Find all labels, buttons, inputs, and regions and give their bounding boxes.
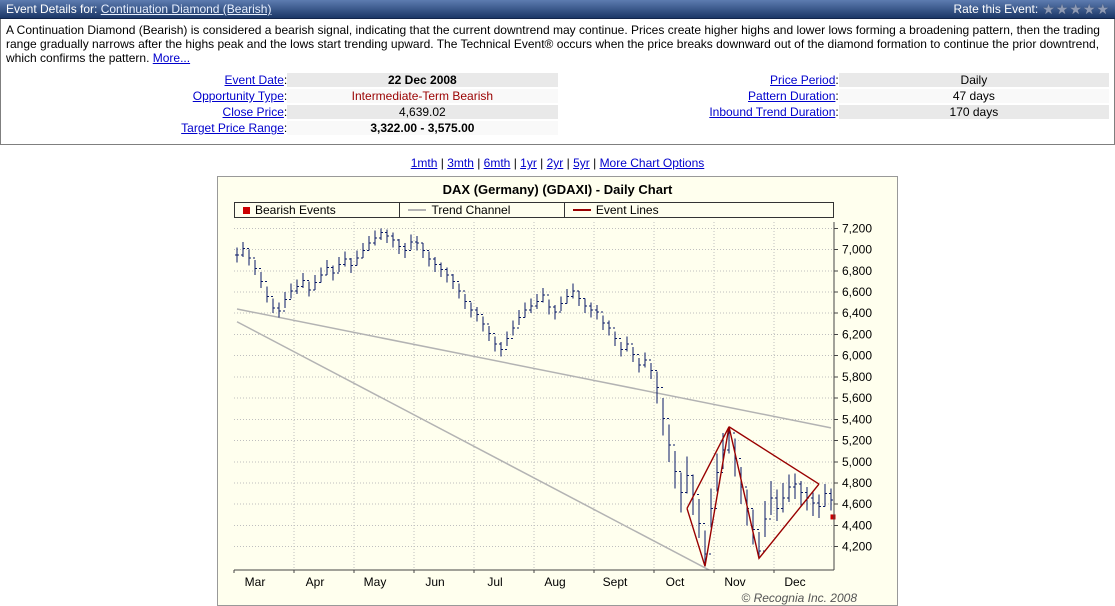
legend-bearish-events: Bearish Events	[235, 203, 399, 217]
svg-text:Sept: Sept	[603, 575, 628, 589]
svg-text:6,000: 6,000	[842, 349, 872, 363]
svg-text:Mar: Mar	[245, 575, 266, 589]
price-period-link[interactable]: Price Period	[770, 73, 836, 87]
svg-text:5,800: 5,800	[842, 370, 872, 384]
chart-range-6mth[interactable]: 6mth	[483, 156, 511, 170]
detail-row-event-date: Event Date 22 Dec 2008	[6, 72, 558, 88]
target-price-range-value: 3,322.00 - 3,575.00	[287, 121, 558, 135]
more-chart-options-link[interactable]: More Chart Options	[599, 156, 705, 170]
svg-text:5,000: 5,000	[842, 455, 872, 469]
trend-channel-line-icon	[408, 209, 427, 211]
chart-legend: Bearish Events Trend Channel Event Lines	[234, 202, 834, 218]
legend-trend-channel-label: Trend Channel	[431, 203, 511, 217]
legend-event-lines: Event Lines	[563, 203, 833, 217]
details-left-column: Event Date 22 Dec 2008 Opportunity Type …	[6, 72, 558, 136]
header-right: Rate this Event: ★ ★ ★ ★ ★	[953, 2, 1109, 16]
bearish-event-marker-icon	[243, 206, 250, 214]
event-description: A Continuation Diamond (Bearish) is cons…	[6, 23, 1109, 65]
svg-text:4,200: 4,200	[842, 540, 872, 554]
close-price-value: 4,639.02	[287, 105, 558, 119]
details-right-column: Price Period Daily Pattern Duration 47 d…	[558, 72, 1109, 136]
close-price-link[interactable]: Close Price	[222, 105, 284, 119]
svg-text:6,200: 6,200	[842, 327, 872, 341]
event-description-text: A Continuation Diamond (Bearish) is cons…	[6, 23, 1100, 65]
header-bar: Event Details for: Continuation Diamond …	[0, 0, 1115, 19]
svg-text:Apr: Apr	[306, 575, 325, 589]
pattern-duration-value: 47 days	[838, 89, 1109, 103]
price-period-value: Daily	[838, 73, 1109, 87]
rate-event-label: Rate this Event:	[953, 2, 1039, 16]
price-chart-panel: DAX (Germany) (GDAXI) - Daily Chart Bear…	[217, 176, 898, 606]
detail-row-pattern-duration: Pattern Duration 47 days	[558, 88, 1109, 104]
chart-range-links: 1mth 3mth 6mth 1yr 2yr 5yr More Chart Op…	[0, 156, 1115, 170]
svg-text:Dec: Dec	[784, 575, 805, 589]
inbound-trend-duration-value: 170 days	[838, 105, 1109, 119]
pattern-duration-link[interactable]: Pattern Duration	[748, 89, 836, 103]
svg-text:4,400: 4,400	[842, 518, 872, 532]
event-date-link[interactable]: Event Date	[224, 73, 284, 87]
star-icon[interactable]: ★	[1069, 1, 1082, 17]
more-link[interactable]: More...	[152, 51, 191, 65]
svg-text:Oct: Oct	[666, 575, 685, 589]
svg-text:Jun: Jun	[425, 575, 444, 589]
svg-text:7,000: 7,000	[842, 243, 872, 257]
svg-text:4,600: 4,600	[842, 497, 872, 511]
event-line-icon	[572, 209, 591, 211]
svg-text:5,200: 5,200	[842, 434, 872, 448]
chart-range-2yr[interactable]: 2yr	[546, 156, 564, 170]
detail-row-close-price: Close Price 4,639.02	[6, 104, 558, 120]
event-name-link[interactable]: Continuation Diamond (Bearish)	[100, 2, 272, 16]
legend-trend-channel: Trend Channel	[399, 203, 563, 217]
svg-text:5,600: 5,600	[842, 391, 872, 405]
chart-title: DAX (Germany) (GDAXI) - Daily Chart	[442, 182, 673, 197]
svg-text:6,800: 6,800	[842, 264, 872, 278]
chart-range-3mth[interactable]: 3mth	[447, 156, 474, 170]
svg-text:Aug: Aug	[544, 575, 565, 589]
event-details-label: Event Details for:	[6, 2, 98, 16]
detail-row-price-period: Price Period Daily	[558, 72, 1109, 88]
target-price-range-link[interactable]: Target Price Range	[181, 121, 284, 135]
event-info-box: A Continuation Diamond (Bearish) is cons…	[0, 19, 1115, 145]
detail-row-target-price-range: Target Price Range 3,322.00 - 3,575.00	[6, 120, 558, 136]
star-icon[interactable]: ★	[1055, 1, 1069, 17]
star-icon[interactable]: ★	[1042, 1, 1055, 17]
svg-text:4,800: 4,800	[842, 476, 872, 490]
star-icon[interactable]: ★	[1096, 1, 1109, 17]
svg-text:7,200: 7,200	[842, 221, 872, 235]
inbound-trend-duration-link[interactable]: Inbound Trend Duration	[709, 105, 836, 119]
event-detail-table: Event Date 22 Dec 2008 Opportunity Type …	[6, 72, 1109, 136]
chart-copyright: © Recognia Inc. 2008	[741, 591, 857, 605]
svg-text:Jul: Jul	[487, 575, 502, 589]
chart-range-1mth[interactable]: 1mth	[410, 156, 438, 170]
opportunity-type-value: Intermediate-Term Bearish	[287, 89, 558, 103]
legend-bearish-events-label: Bearish Events	[255, 203, 336, 217]
svg-text:6,600: 6,600	[842, 285, 872, 299]
detail-row-inbound-trend-duration: Inbound Trend Duration 170 days	[558, 104, 1109, 120]
svg-text:May: May	[364, 575, 387, 589]
legend-event-lines-label: Event Lines	[595, 203, 659, 217]
svg-text:6,400: 6,400	[842, 306, 872, 320]
chart-range-1yr[interactable]: 1yr	[520, 156, 537, 170]
header-left: Event Details for: Continuation Diamond …	[6, 2, 271, 16]
star-rating: ★ ★ ★ ★ ★	[1042, 2, 1109, 16]
event-date-value: 22 Dec 2008	[287, 73, 558, 87]
svg-text:Nov: Nov	[724, 575, 745, 589]
opportunity-type-link[interactable]: Opportunity Type	[192, 89, 284, 103]
chart-range-5yr[interactable]: 5yr	[573, 156, 590, 170]
detail-row-opportunity-type: Opportunity Type Intermediate-Term Beari…	[6, 88, 558, 104]
svg-text:5,400: 5,400	[842, 412, 872, 426]
star-icon[interactable]: ★	[1082, 1, 1096, 17]
price-chart-svg: 4,200 4,400 4,600 4,800 5,000 5,200 5,400 5,600…	[233, 221, 872, 589]
